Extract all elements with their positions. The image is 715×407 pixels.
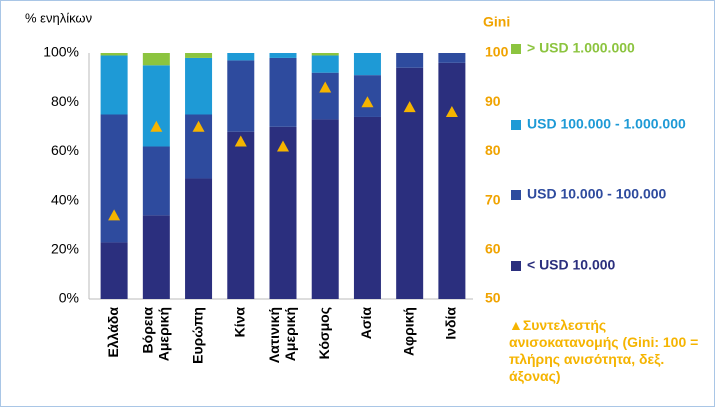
gini-marker (150, 120, 163, 132)
y2-tick-label: 70 (485, 191, 501, 207)
y2-axis-label: Gini (483, 14, 510, 30)
bar-segment (185, 178, 213, 299)
legend-label: > USD 1.000.000 (527, 40, 635, 56)
bar-segment (185, 53, 213, 58)
bar-segment (227, 53, 255, 61)
y-tick-label: 60% (51, 142, 79, 158)
y2-tick-label: 50 (485, 290, 501, 306)
x-tick-label: ΛατινικήΑμερική (266, 307, 298, 363)
bar-segment (100, 55, 128, 115)
bar-segment (142, 53, 170, 66)
gini-marker (234, 135, 247, 147)
bar-segment (353, 116, 381, 300)
gini-marker (445, 106, 458, 118)
gini-legend: ▲Συντελεστής ανισοκατανομής (Gini: 100 =… (509, 317, 699, 384)
x-tick-label: Κίνα (231, 307, 247, 338)
legend-swatch (511, 120, 521, 130)
legend-label: < USD 10.000 (527, 257, 616, 273)
legend-swatch (511, 44, 521, 54)
x-tick-label: ΒόρειαΑμερική (139, 307, 171, 362)
bar-segment (100, 114, 128, 243)
bar-segment (142, 65, 170, 147)
bar-segment (311, 119, 339, 299)
x-tick-label: Κόσμος (316, 307, 332, 359)
bar-segment (185, 57, 213, 115)
y-tick-label: 20% (51, 241, 79, 257)
x-tick-label: Ινδία (443, 307, 459, 340)
bar-segment (142, 215, 170, 299)
bar-segment (353, 53, 381, 76)
gini-marker (361, 96, 374, 108)
gini-marker (192, 120, 205, 132)
bar-segment (269, 53, 297, 58)
y-axis-label: % ενηλίκων (25, 10, 92, 25)
x-tick-label: Αφρική (400, 307, 416, 356)
bar-segment (438, 53, 466, 63)
y-tick-label: 0% (59, 290, 79, 306)
legend-swatch (511, 261, 521, 271)
bar-segment (311, 53, 339, 56)
gini-marker (403, 101, 416, 113)
y2-tick-label: 90 (485, 93, 501, 109)
x-tick-label: Ασία (358, 307, 374, 340)
y-tick-label: 80% (51, 93, 79, 109)
bar-segment (311, 55, 339, 73)
bar-segment (353, 75, 381, 117)
x-tick-label: Ευρώπη (189, 307, 205, 364)
bar-segment (142, 146, 170, 216)
bar-segment (311, 72, 339, 120)
y2-tick-label: 80 (485, 142, 501, 158)
legend-label: USD 10.000 - 100.000 (527, 186, 667, 202)
legend-label: USD 100.000 - 1.000.000 (527, 116, 686, 132)
bar-segment (100, 53, 128, 56)
bar-segment (227, 60, 255, 132)
bar-segment (396, 53, 424, 68)
bar-segment (227, 131, 255, 299)
x-tick-label: Ελλάδα (105, 307, 121, 358)
bar-segment (100, 242, 128, 299)
y2-tick-label: 100 (485, 44, 509, 60)
y-tick-label: 40% (51, 191, 79, 207)
legend-swatch (511, 190, 521, 200)
y2-tick-label: 60 (485, 241, 501, 257)
bar-segment (269, 57, 297, 127)
bar-segment (269, 126, 297, 299)
gini-marker (277, 140, 289, 152)
y-tick-label: 100% (43, 44, 79, 60)
bar-segment (438, 62, 466, 300)
gini-marker (108, 209, 121, 221)
gini-marker (319, 81, 332, 93)
